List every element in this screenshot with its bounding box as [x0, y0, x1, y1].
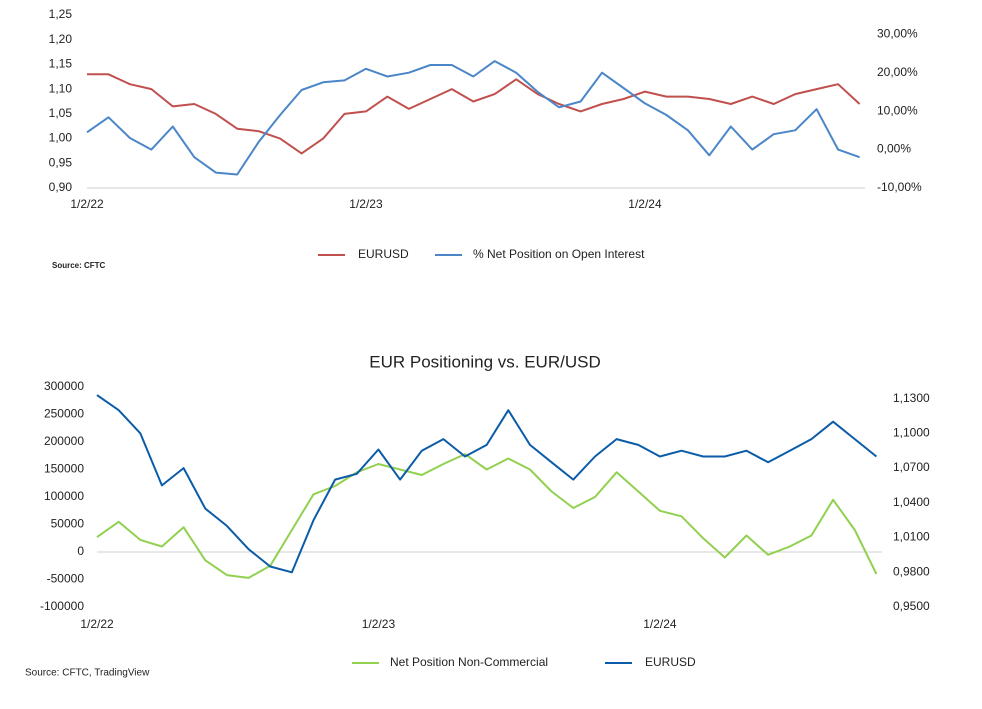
source: Source: CFTC — [52, 261, 106, 270]
y-tick-label: 0,9500 — [893, 599, 930, 613]
legend-label: EURUSD — [358, 247, 409, 261]
y-tick-label: 250000 — [44, 407, 84, 421]
legend-label: % Net Position on Open Interest — [473, 247, 645, 261]
y-tick-label: -10,00% — [877, 180, 922, 194]
y-tick-label: 1,10 — [49, 81, 73, 95]
y-tick-label: 1,15 — [49, 57, 73, 71]
y-tick-label: 1,20 — [49, 32, 73, 46]
x-tick-label: 1/2/22 — [70, 197, 104, 211]
y-tick-label: 1,1000 — [893, 425, 930, 439]
x-tick-label: 1/2/24 — [643, 617, 677, 631]
y-tick-label: 50000 — [51, 517, 85, 531]
series-line — [86, 60, 860, 176]
y-tick-label: 0,9800 — [893, 564, 930, 578]
y-tick-label: 20,00% — [877, 65, 918, 79]
y-tick-label: 150000 — [44, 462, 84, 476]
y-tick-label: 30,00% — [877, 26, 918, 40]
y-tick-label: 0,90 — [49, 180, 73, 194]
y-tick-label: 1,1300 — [893, 391, 930, 405]
y-tick-label: 1,0100 — [893, 530, 930, 544]
y-tick-label: 1,0400 — [893, 495, 930, 509]
series-line — [87, 73, 861, 155]
legend-label: EURUSD — [645, 655, 696, 669]
y-tick-label: -50000 — [47, 572, 85, 586]
y-tick-label: 10,00% — [877, 103, 918, 117]
x-tick-label: 1/2/23 — [349, 197, 383, 211]
y-tick-label: 0 — [77, 544, 84, 558]
y-tick-label: 1,25 — [49, 7, 73, 21]
y-tick-label: 0,95 — [49, 155, 73, 169]
legend-label: Net Position Non-Commercial — [390, 655, 548, 669]
y-tick-label: 200000 — [44, 434, 84, 448]
y-tick-label: 100000 — [44, 489, 84, 503]
y-tick-label: 1,0700 — [893, 460, 930, 474]
series-line — [96, 453, 878, 579]
x-tick-label: 1/2/24 — [628, 197, 662, 211]
y-tick-label: 0,00% — [877, 142, 911, 156]
chart-title: EUR Positioning vs. EUR/USD — [369, 352, 600, 371]
y-tick-label: 1,00 — [49, 131, 73, 145]
series-line — [96, 394, 878, 574]
y-tick-label: -100000 — [40, 599, 84, 613]
x-tick-label: 1/2/23 — [362, 617, 396, 631]
y-tick-label: 300000 — [44, 379, 84, 393]
source: Source: CFTC, TradingView — [25, 668, 150, 679]
y-tick-label: 1,05 — [49, 106, 73, 120]
x-tick-label: 1/2/22 — [80, 617, 114, 631]
